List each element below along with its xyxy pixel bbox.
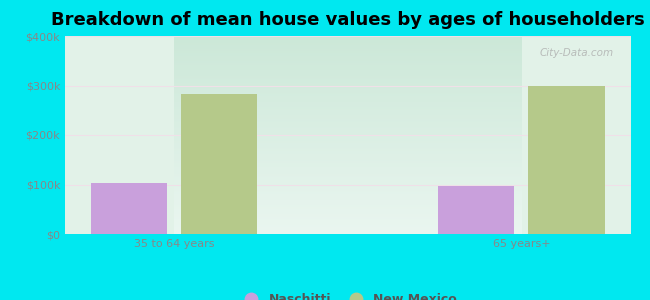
Bar [91, 183, 167, 234]
Text: City-Data.com: City-Data.com [540, 48, 614, 58]
Bar [528, 85, 604, 234]
Bar [438, 186, 515, 234]
Title: Breakdown of mean house values by ages of householders: Breakdown of mean house values by ages o… [51, 11, 645, 29]
Legend: Naschitti, New Mexico: Naschitti, New Mexico [233, 288, 462, 300]
Bar [181, 94, 257, 234]
